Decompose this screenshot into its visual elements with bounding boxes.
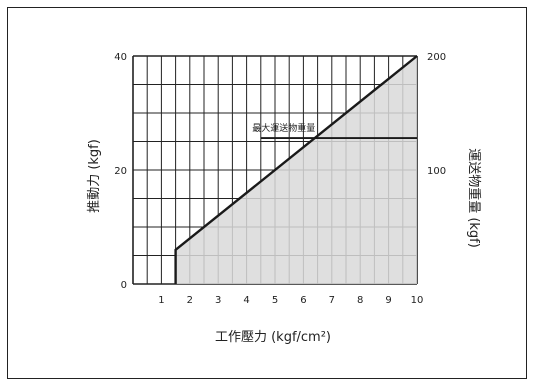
y-axis-label-left: 推動力 (kgf) bbox=[87, 139, 102, 213]
area-layer bbox=[175, 56, 417, 284]
line-layer bbox=[174, 55, 418, 284]
x-tick-label: 6 bbox=[300, 295, 306, 306]
chart-frame: 1 2 3 4 5 6 7 8 9 10 0 20 40 100 200 最大運送物重量 工作壓力 (kgf… bbox=[7, 7, 527, 379]
x-tick-label: 8 bbox=[357, 295, 363, 306]
y-right-tick-label: 100 bbox=[427, 166, 446, 177]
series-line bbox=[174, 55, 418, 284]
y-left-tick-label: 20 bbox=[114, 166, 127, 177]
x-tick-label: 9 bbox=[385, 295, 391, 306]
x-tick-label: 2 bbox=[187, 295, 193, 306]
shaded-area bbox=[175, 56, 417, 284]
x-tick-label: 10 bbox=[411, 295, 424, 306]
x-tick-label: 1 bbox=[158, 295, 164, 306]
x-axis-label: 工作壓力 (kgf/cm²) bbox=[215, 330, 331, 345]
x-tick-label: 4 bbox=[243, 295, 249, 306]
x-tick-label: 5 bbox=[272, 295, 278, 306]
y-right-tick-label: 200 bbox=[427, 52, 446, 63]
x-tick-label: 3 bbox=[215, 295, 221, 306]
annotation-label: 最大運送物重量 bbox=[252, 122, 315, 134]
y-left-tick-label: 40 bbox=[114, 52, 127, 63]
y-axis-label-right: 運送物重量 (kgf) bbox=[466, 148, 482, 248]
y-left-tick-label: 0 bbox=[121, 280, 127, 291]
x-tick-label: 7 bbox=[329, 295, 335, 306]
annotation-layer: 最大運送物重量 bbox=[252, 122, 417, 139]
